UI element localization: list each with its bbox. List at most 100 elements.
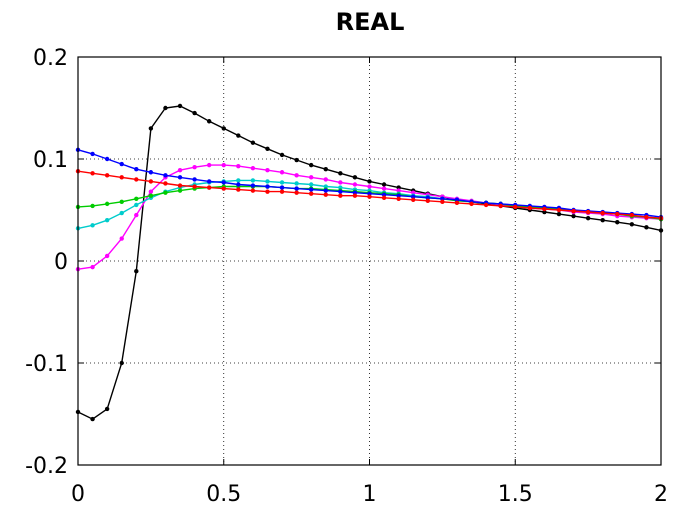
data-point — [104, 406, 110, 412]
data-point — [367, 179, 372, 184]
data-point — [250, 183, 256, 188]
data-point — [629, 212, 635, 218]
data-point — [236, 178, 241, 183]
data-point — [323, 192, 328, 197]
data-point — [381, 186, 387, 191]
data-point — [250, 178, 256, 183]
data-point — [206, 119, 212, 124]
data-point — [192, 184, 197, 189]
data-point — [90, 171, 95, 176]
data-point — [556, 211, 562, 217]
data-point — [309, 191, 314, 196]
data-point — [279, 180, 285, 185]
data-point — [294, 181, 299, 186]
y-tick-label: 0.2 — [33, 46, 68, 71]
y-tick-label: 0.1 — [33, 148, 68, 173]
data-point — [352, 182, 358, 187]
data-point — [309, 187, 314, 192]
grid — [78, 57, 661, 465]
data-point — [221, 162, 226, 168]
data-point — [119, 175, 124, 180]
data-point — [134, 177, 139, 182]
data-point — [134, 167, 139, 172]
series-0 — [75, 103, 664, 422]
axis-ticks: 0 0.5 1 1.5 2 -0.2 -0.1 0 0.1 0.2 — [25, 46, 668, 507]
data-point — [177, 183, 183, 188]
data-point — [396, 188, 401, 193]
x-tick-label: 1 — [363, 482, 377, 507]
data-point — [265, 168, 270, 173]
data-point — [192, 177, 197, 182]
data-point — [367, 191, 372, 196]
data-point — [177, 168, 183, 173]
data-point — [148, 189, 154, 194]
data-point — [104, 253, 110, 259]
data-point — [381, 192, 387, 197]
data-point — [352, 193, 358, 198]
data-point — [90, 223, 95, 228]
data-point — [381, 182, 387, 187]
data-point — [440, 196, 445, 201]
x-tick-label: 2 — [654, 482, 668, 507]
data-point — [309, 182, 314, 187]
data-point — [177, 188, 183, 193]
data-point — [600, 210, 605, 216]
data-point — [279, 152, 285, 158]
data-point — [236, 182, 241, 187]
data-point — [571, 208, 576, 214]
data-point — [104, 218, 110, 223]
data-point — [396, 185, 401, 190]
x-tick-label: 0 — [71, 482, 85, 507]
data-point — [425, 195, 430, 200]
data-point — [615, 211, 620, 217]
data-point — [279, 170, 285, 175]
data-point — [527, 205, 533, 211]
data-point — [498, 203, 503, 209]
x-tick-label: 0.5 — [206, 482, 241, 507]
data-point — [104, 156, 110, 162]
data-point — [367, 184, 372, 189]
data-point — [265, 189, 270, 194]
data-point — [294, 190, 299, 195]
data-point — [163, 190, 168, 195]
data-point — [323, 188, 328, 193]
data-point — [236, 133, 241, 138]
data-point — [454, 197, 460, 202]
data-point — [221, 126, 226, 131]
data-point — [236, 187, 241, 192]
data-point — [352, 175, 358, 180]
data-point — [556, 207, 562, 213]
data-point — [265, 184, 270, 189]
data-point — [90, 203, 95, 209]
data-point — [396, 193, 401, 198]
data-point — [104, 201, 110, 207]
data-point — [323, 167, 328, 172]
data-point — [236, 163, 241, 169]
data-point — [454, 200, 460, 206]
data-point — [250, 188, 256, 193]
data-point — [90, 151, 95, 157]
data-point — [119, 161, 124, 167]
data-point — [192, 110, 197, 116]
data-point — [367, 194, 372, 199]
data-point — [119, 210, 124, 216]
series-5 — [75, 169, 664, 221]
data-point — [206, 179, 212, 184]
data-point — [148, 179, 154, 184]
data-point — [206, 185, 212, 190]
data-point — [600, 218, 605, 223]
data-point — [542, 209, 547, 215]
data-point — [119, 360, 124, 366]
data-point — [90, 264, 95, 270]
data-point — [338, 193, 343, 198]
y-tick-label: 0 — [54, 250, 68, 275]
data-point — [148, 193, 154, 198]
data-point — [134, 212, 139, 218]
data-point — [338, 189, 343, 194]
data-point — [177, 103, 183, 109]
data-point — [134, 202, 139, 208]
series-line — [77, 105, 662, 420]
data-point — [265, 146, 270, 151]
data-point — [279, 189, 285, 194]
